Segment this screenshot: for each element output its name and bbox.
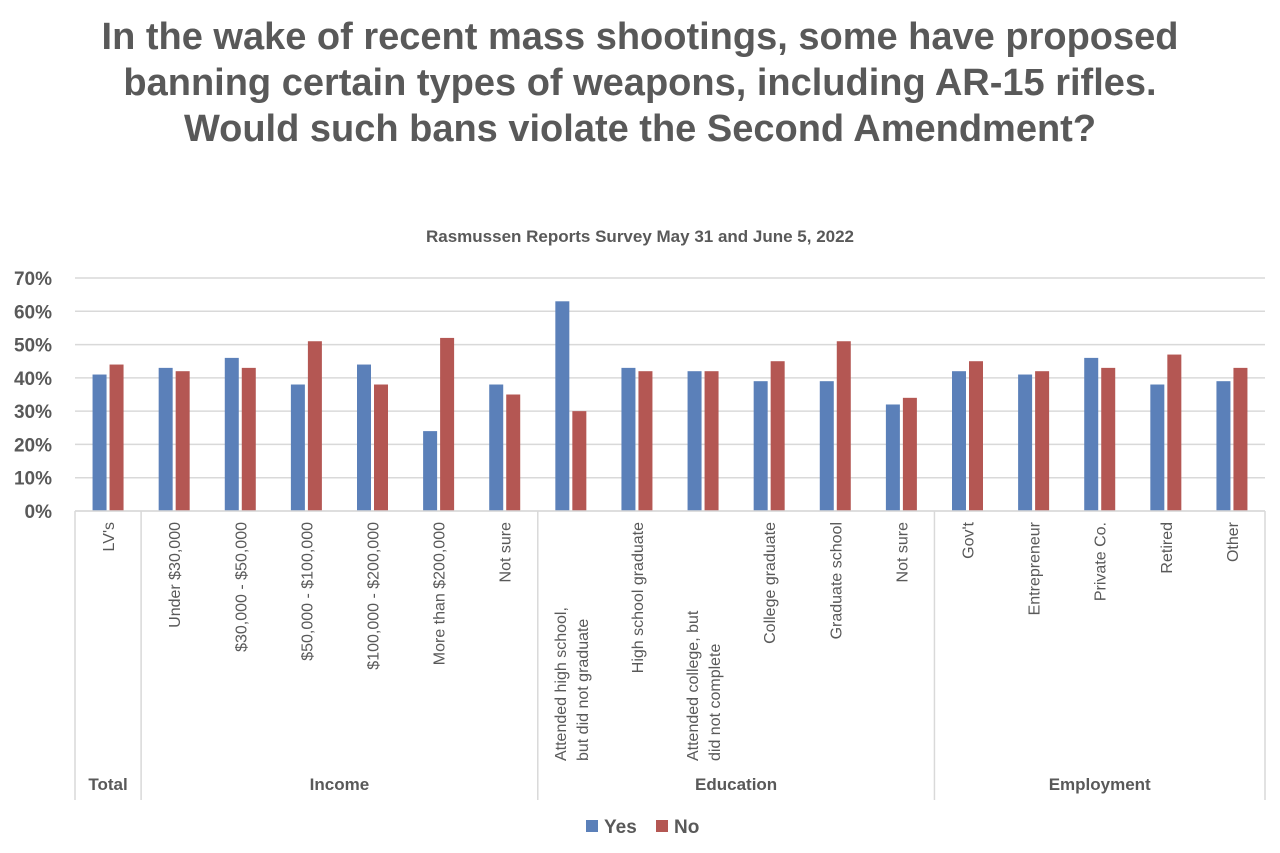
bar-yes <box>687 371 702 511</box>
bar-yes <box>1018 374 1033 511</box>
bar-no <box>770 361 785 511</box>
category-label: Private Co. <box>1093 522 1110 601</box>
bar-no <box>109 364 124 511</box>
legend-label-yes: Yes <box>604 817 637 838</box>
y-tick-label: 20% <box>14 435 52 456</box>
group-label: Employment <box>1049 775 1151 794</box>
bar-no <box>241 367 256 511</box>
category-label: LV's <box>101 522 118 551</box>
category-label: Under $30,000 <box>167 522 184 628</box>
group-label: Total <box>88 775 127 794</box>
category-label: Attended college, but <box>685 610 702 761</box>
bar-yes <box>1216 381 1231 511</box>
bar-no <box>1167 354 1182 511</box>
bar-yes <box>753 381 768 511</box>
legend-swatch-no <box>656 820 668 832</box>
y-tick-label: 50% <box>14 336 52 357</box>
group-label: Education <box>695 775 777 794</box>
category-label: High school graduate <box>630 522 647 673</box>
group-label: Income <box>310 775 370 794</box>
bar-yes <box>621 367 636 511</box>
bar-no <box>1035 371 1050 511</box>
category-label: $50,000 - $100,000 <box>299 522 316 661</box>
chart-subtitle: Rasmussen Reports Survey May 31 and June… <box>425 227 855 246</box>
category-label: Not sure <box>894 522 911 583</box>
category-label: Gov't <box>961 521 978 558</box>
chart-title: In the wake of recent mass shootings, so… <box>101 16 1179 150</box>
category-label: did not complete <box>707 643 724 761</box>
category-label: Retired <box>1159 522 1176 574</box>
category-label: Entrepreneur <box>1027 521 1044 615</box>
bar-yes <box>1150 384 1165 511</box>
category-label: College graduate <box>762 522 779 644</box>
bar-no <box>175 371 190 511</box>
bar-no <box>902 397 917 511</box>
bar-yes <box>885 404 900 511</box>
bar-yes <box>952 371 966 511</box>
category-label: Other <box>1225 521 1242 562</box>
bar-no <box>374 384 388 511</box>
category-label: Attended high school, <box>553 607 570 761</box>
y-tick-label: 10% <box>14 469 52 490</box>
y-tick-label: 40% <box>14 369 52 390</box>
bar-no <box>704 371 719 511</box>
bar-yes <box>819 381 834 511</box>
y-tick-label: 0% <box>25 502 53 523</box>
bar-no <box>836 341 851 511</box>
category-label: but did not graduate <box>575 619 592 761</box>
bar-yes <box>1084 357 1099 511</box>
y-tick-label: 70% <box>14 269 52 290</box>
legend-label-no: No <box>674 817 699 838</box>
bar-yes <box>357 364 371 511</box>
bar-no <box>969 361 983 511</box>
y-tick-label: 60% <box>14 302 52 323</box>
bar-no <box>307 341 322 511</box>
bar-yes <box>158 367 173 511</box>
bar-no <box>1101 367 1116 511</box>
bar-yes <box>489 384 504 511</box>
bar-no <box>506 394 521 511</box>
category-label: $30,000 - $50,000 <box>233 522 250 652</box>
bar-yes <box>290 384 305 511</box>
category-label: Graduate school <box>828 522 845 639</box>
y-tick-label: 30% <box>14 402 52 423</box>
bar-yes <box>423 431 438 511</box>
category-label: $100,000 - $200,000 <box>366 522 383 670</box>
bar-yes <box>224 357 239 511</box>
category-label: Not sure <box>498 522 515 583</box>
bar-no <box>1233 367 1248 511</box>
bar-no <box>440 337 455 511</box>
legend-swatch-yes <box>586 820 598 832</box>
bar-no <box>638 371 653 511</box>
bar-no <box>572 411 587 511</box>
bar-yes <box>92 374 107 511</box>
category-label: More than $200,000 <box>432 522 449 665</box>
bar-yes <box>555 301 570 511</box>
